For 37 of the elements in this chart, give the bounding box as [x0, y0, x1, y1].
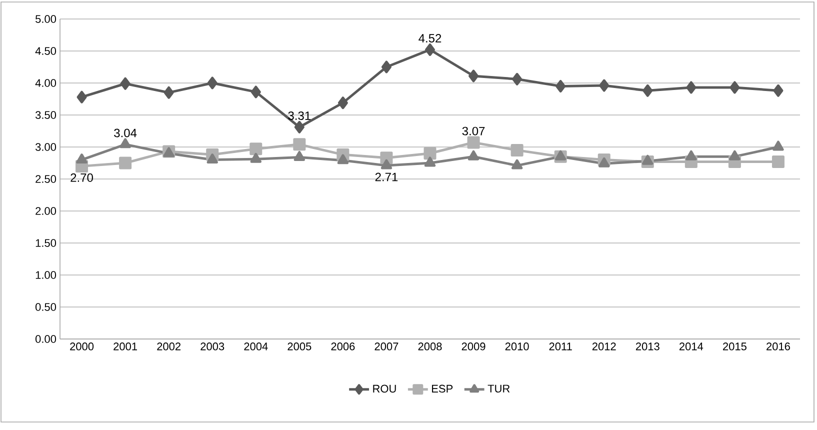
x-tick-label: 2016: [766, 342, 790, 350]
x-tick-label: 2014: [679, 342, 704, 350]
y-tick-label: 0.00: [35, 335, 56, 343]
legend-label: TUR: [488, 384, 510, 393]
x-tick-label: 2002: [157, 342, 181, 350]
y-tick-label: 3.00: [35, 143, 56, 151]
x-tick-label: 2003: [200, 342, 224, 350]
y-tick-label: 1.50: [36, 239, 56, 247]
x-tick-label: 2005: [288, 342, 312, 350]
x-tick-label: 2008: [418, 342, 442, 350]
x-tick-label: 2010: [505, 342, 529, 350]
x-tick-label: 2006: [331, 342, 355, 350]
x-tick-label: 2013: [636, 342, 660, 350]
data-label: 3.31: [288, 111, 311, 120]
data-label: 3.04: [114, 128, 137, 138]
y-tick-label: 1.00: [36, 271, 56, 279]
y-tick-label: 3.50: [35, 111, 56, 119]
y-tick-label: 4.00: [35, 79, 56, 87]
y-tick-label: 2.50: [36, 175, 56, 183]
y-tick-label: 4.50: [35, 47, 56, 55]
x-tick-label: 2000: [70, 342, 94, 350]
x-tick-label: 2011: [549, 342, 572, 350]
x-tick-label: 2009: [462, 342, 486, 350]
x-tick-label: 2015: [723, 342, 746, 350]
x-tick-label: 2007: [374, 342, 398, 350]
y-tick-label: 0.50: [35, 303, 56, 311]
data-label: 4.52: [418, 34, 442, 43]
x-tick-label: 2001: [114, 342, 137, 350]
legend-label: ESP: [432, 384, 453, 393]
y-tick-label: 2.00: [36, 207, 56, 215]
y-tick-label: 5.00: [36, 15, 56, 23]
x-tick-label: 2004: [244, 342, 268, 350]
data-label: 2.71: [375, 172, 398, 182]
x-tick-label: 2012: [592, 342, 616, 350]
data-label: 2.70: [70, 173, 93, 182]
data-label: 3.07: [462, 126, 485, 136]
legend-label: ROU: [373, 384, 396, 393]
